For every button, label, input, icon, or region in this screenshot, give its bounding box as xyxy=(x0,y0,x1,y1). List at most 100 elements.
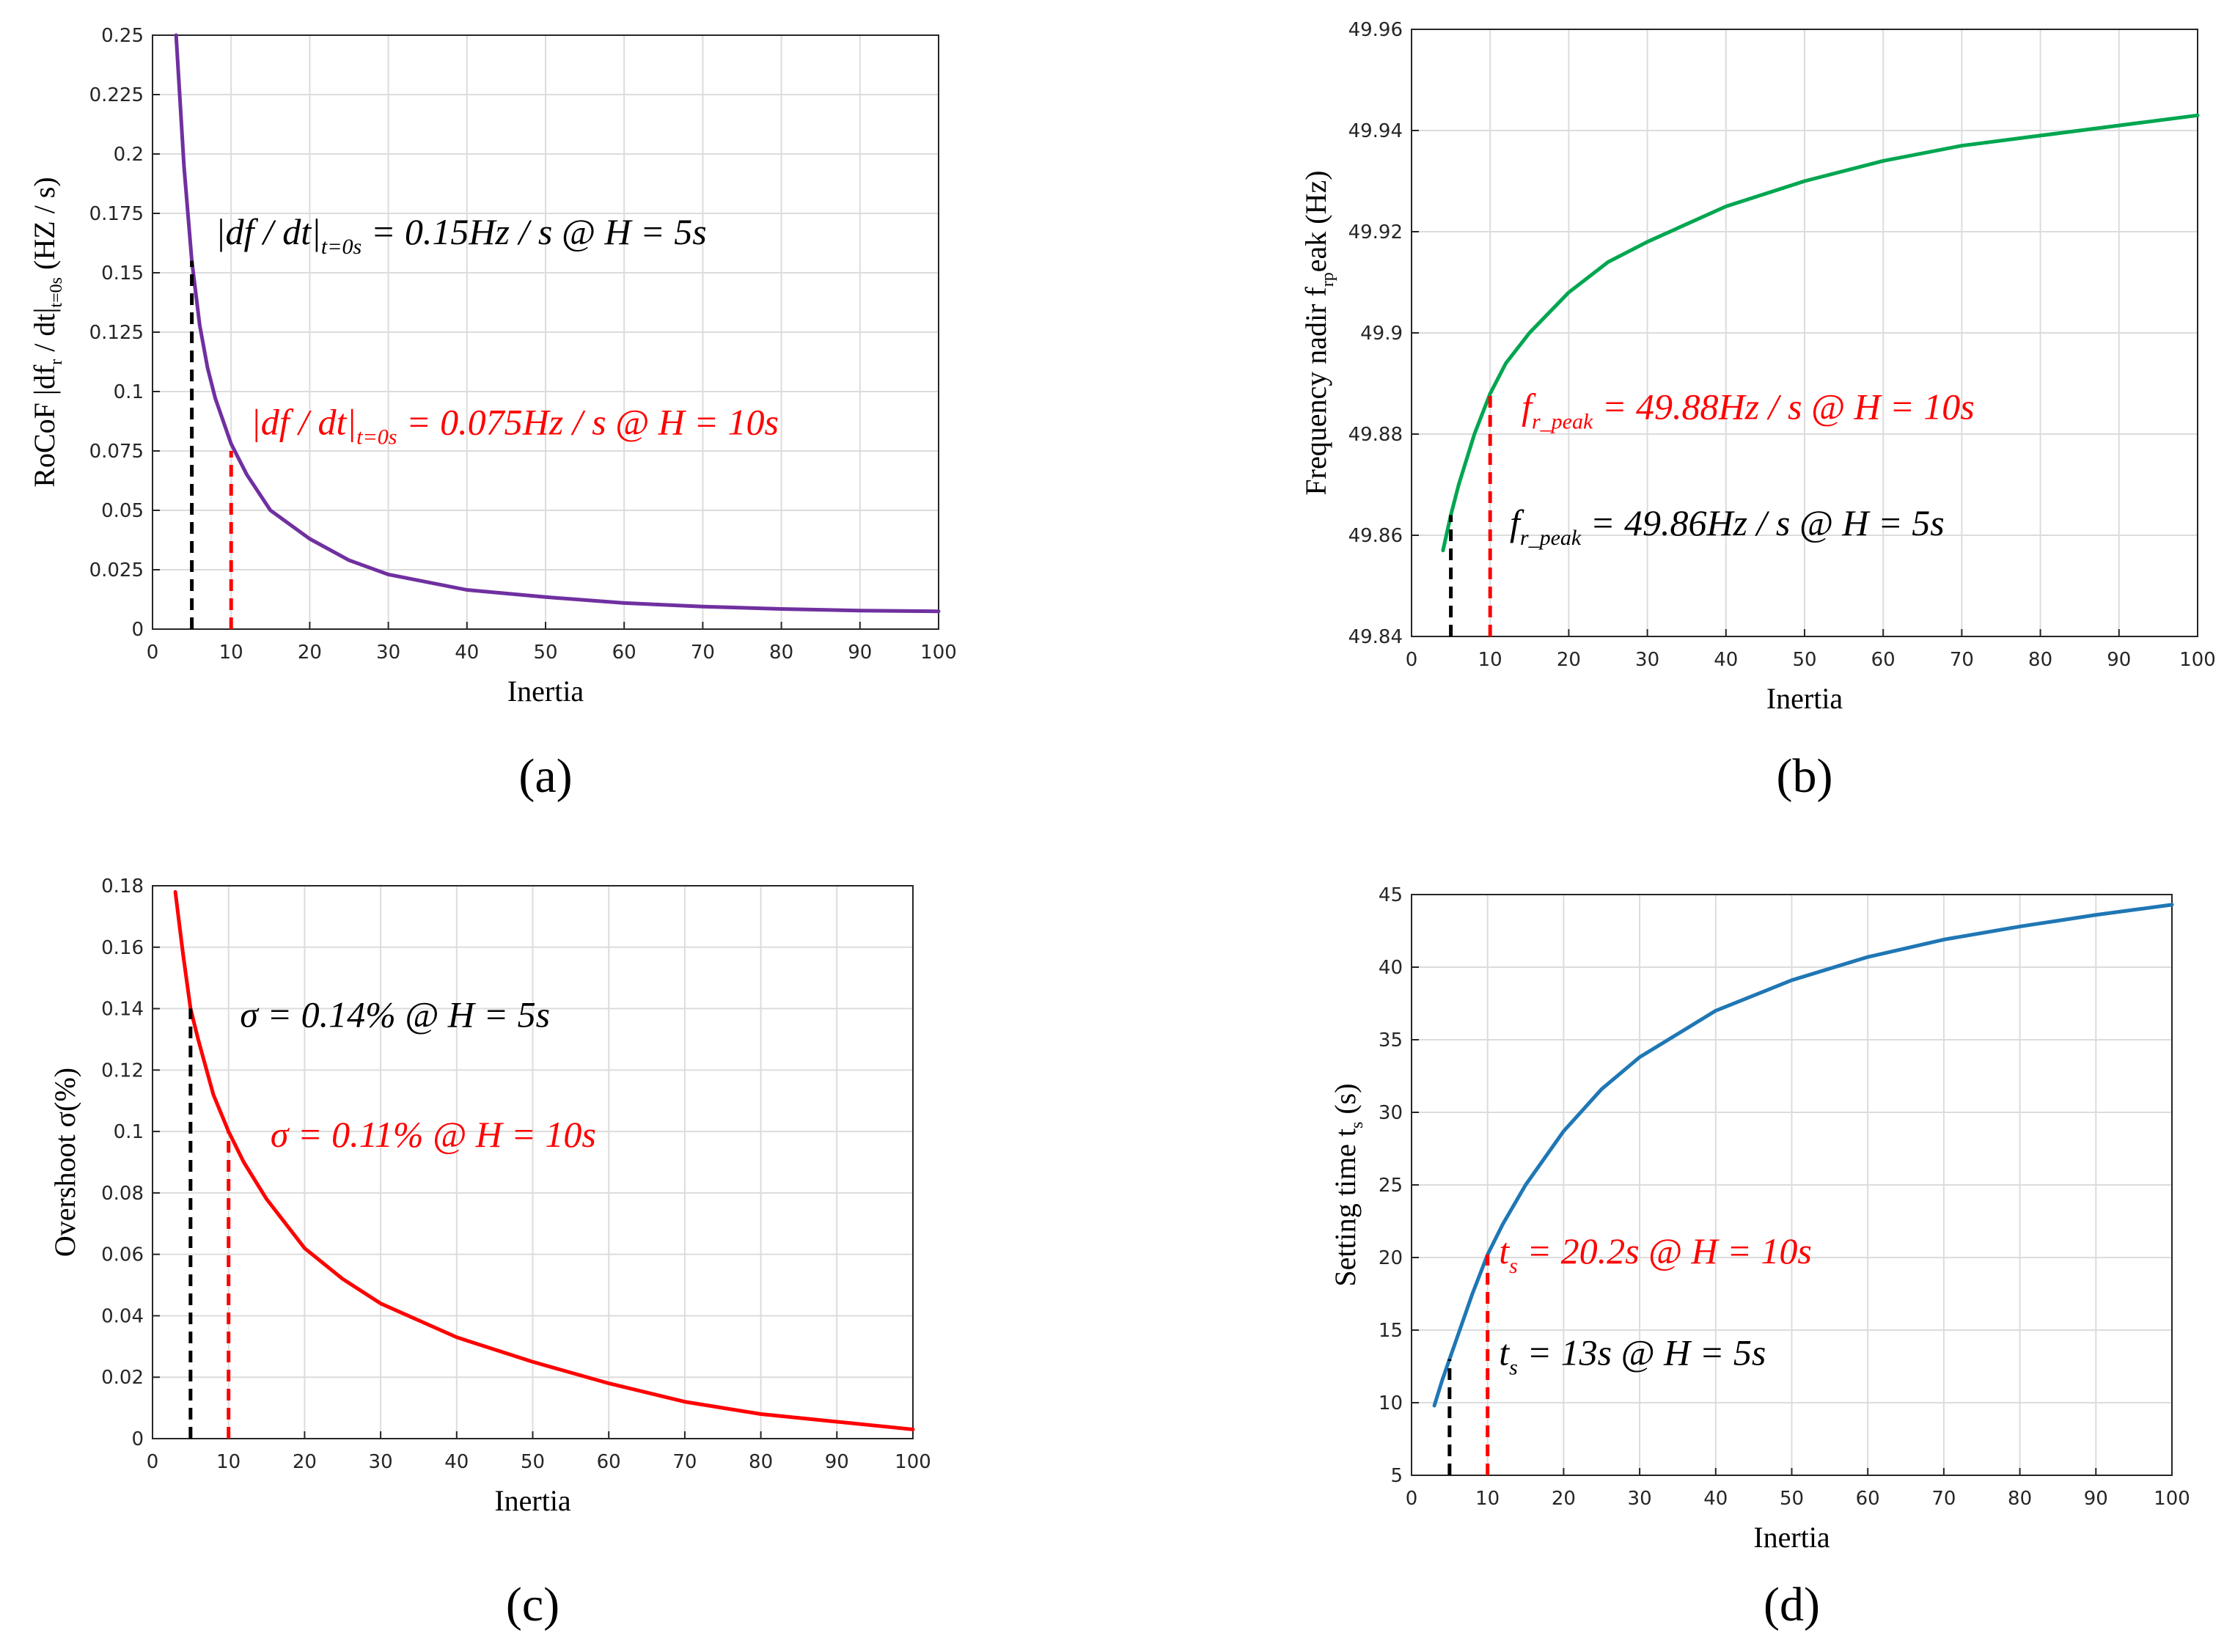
y-tick-label: 0.125 xyxy=(89,322,144,344)
chart-panel-c: 0 10 20 30 40 50 60 70 80 90 100 0 0.02 0.04 0.06 0.08 0… xyxy=(48,875,931,1631)
x-tick-label: 30 xyxy=(1635,649,1659,671)
x-tick-label: 40 xyxy=(1714,649,1738,671)
x-tick-label: 50 xyxy=(1780,1488,1804,1510)
x-tick-label: 0 xyxy=(147,642,159,664)
x-tick-label: 20 xyxy=(293,1451,317,1473)
x-tick-label: 90 xyxy=(848,642,872,664)
y-tick-label: 49.9 xyxy=(1360,323,1403,345)
panel-label-c: (c) xyxy=(506,1578,559,1631)
x-tick-label: 10 xyxy=(219,642,243,664)
x-tick-label: 10 xyxy=(216,1451,241,1473)
x-tick-label: 60 xyxy=(612,642,636,664)
y-tick-label: 10 xyxy=(1379,1392,1403,1414)
y-tick-label: 49.92 xyxy=(1348,221,1403,243)
x-tick-label: 0 xyxy=(1406,649,1418,671)
y-axis-label: Overshoot σ(%) xyxy=(48,1068,81,1257)
x-tick-label: 80 xyxy=(749,1451,773,1473)
y-tick-label: 0.02 xyxy=(101,1367,144,1389)
x-tick-label: 10 xyxy=(1475,1488,1500,1510)
plot-border xyxy=(152,34,939,630)
x-tick-label: 40 xyxy=(1703,1488,1728,1510)
x-tick-label: 100 xyxy=(895,1451,931,1473)
x-tick-label: 80 xyxy=(769,642,793,664)
y-tick-label: 0.15 xyxy=(101,263,144,284)
y-tick-label: 0.075 xyxy=(89,441,144,463)
series-line-b-0 xyxy=(1441,113,2200,553)
x-axis-label: Inertia xyxy=(1766,682,1843,715)
y-tick-label: 0.05 xyxy=(101,500,144,522)
y-tick-label: 0.06 xyxy=(101,1244,144,1266)
y-tick-label: 0.225 xyxy=(89,84,144,106)
x-tick-label: 70 xyxy=(1931,1488,1956,1510)
x-tick-label: 60 xyxy=(1871,649,1895,671)
y-tick-label: 35 xyxy=(1379,1029,1403,1051)
annotation-c-1: σ = 0.11% @ H = 10s xyxy=(271,1114,596,1155)
x-tick-label: 20 xyxy=(1552,1488,1576,1510)
y-tick-label: 49.96 xyxy=(1348,19,1403,41)
series-line-a-0 xyxy=(174,33,941,614)
annotation-b-1: fr_peak​ = 49.86Hz / s @ H = 5s xyxy=(1510,502,1945,550)
x-axis-label: Inertia xyxy=(507,675,584,708)
y-axis-label: Setting time ts​ (s) xyxy=(1329,1083,1367,1286)
x-tick-label: 30 xyxy=(376,642,400,664)
y-tick-label: 49.86 xyxy=(1348,525,1403,547)
x-tick-label: 40 xyxy=(455,642,479,664)
x-tick-label: 50 xyxy=(521,1451,545,1473)
y-tick-label: 0 xyxy=(131,619,144,641)
annotation-d-0: ts​ = 20.2s @ H = 10s xyxy=(1499,1230,1812,1278)
annotation-b-0: fr_peak​ = 49.88Hz / s @ H = 10s xyxy=(1522,386,1975,433)
annotation-c-0: σ = 0.14% @ H = 5s xyxy=(240,994,550,1035)
x-axis-label: Inertia xyxy=(494,1484,571,1517)
plot-border xyxy=(152,885,914,1439)
x-tick-label: 50 xyxy=(533,642,557,664)
y-tick-label: 5 xyxy=(1390,1465,1403,1487)
x-tick-label: 80 xyxy=(2008,1488,2032,1510)
x-tick-label: 50 xyxy=(1792,649,1816,671)
y-tick-label: 0.08 xyxy=(101,1183,144,1205)
y-tick-label: 49.94 xyxy=(1348,120,1403,142)
x-tick-label: 70 xyxy=(1950,649,1974,671)
x-tick-label: 20 xyxy=(1557,649,1581,671)
x-tick-label: 90 xyxy=(2084,1488,2108,1510)
chart-panel-b: 0 10 20 30 40 50 60 70 80 90 100 49.84 49.86 49.88 49.… xyxy=(1299,19,2216,803)
x-tick-label: 100 xyxy=(2179,649,2216,671)
y-tick-label: 15 xyxy=(1379,1320,1403,1342)
x-tick-label: 0 xyxy=(147,1451,159,1473)
annotation-a-0: |df / dt|t=0s​ = 0.15Hz / s @ H = 5s xyxy=(216,211,707,259)
x-tick-label: 60 xyxy=(597,1451,621,1473)
chart-panel-d: 0 10 20 30 40 50 60 70 80 90 100 5 10 15 20 25 30 35 40 45 t… xyxy=(1329,884,2190,1631)
series-line-c-0 xyxy=(173,889,915,1431)
y-tick-label: 0.18 xyxy=(101,875,144,897)
y-tick-label: 0.16 xyxy=(101,937,144,959)
annotation-d-1: ts​ = 13s @ H = 5s xyxy=(1499,1332,1766,1380)
annotation-a-1: |df / dt|t=0s​ = 0.075Hz / s @ H = 10s xyxy=(251,401,779,449)
y-tick-label: 0.175 xyxy=(89,203,144,225)
panel-label-b: (b) xyxy=(1777,749,1833,803)
x-tick-label: 100 xyxy=(920,642,957,664)
y-axis-label: RoCoF |dfr​ / dt|t=0s​ (HZ / s) xyxy=(28,177,66,487)
y-tick-label: 0.04 xyxy=(101,1305,144,1327)
x-tick-label: 30 xyxy=(369,1451,393,1473)
y-tick-label: 0 xyxy=(131,1428,144,1450)
x-tick-label: 80 xyxy=(2028,649,2052,671)
x-tick-label: 40 xyxy=(444,1451,469,1473)
x-tick-label: 90 xyxy=(825,1451,849,1473)
x-tick-label: 90 xyxy=(2107,649,2131,671)
x-tick-label: 60 xyxy=(1856,1488,1880,1510)
x-tick-label: 70 xyxy=(672,1451,697,1473)
x-tick-label: 20 xyxy=(298,642,322,664)
y-tick-label: 49.88 xyxy=(1348,424,1403,446)
plot-border xyxy=(1411,894,2173,1476)
x-tick-label: 0 xyxy=(1406,1488,1418,1510)
y-tick-label: 45 xyxy=(1379,884,1403,906)
y-tick-label: 0.14 xyxy=(101,999,144,1021)
y-tick-label: 0.12 xyxy=(101,1060,144,1082)
panel-label-a: (a) xyxy=(518,749,572,803)
y-tick-label: 0.25 xyxy=(101,25,144,47)
y-tick-label: 40 xyxy=(1379,957,1403,979)
y-tick-label: 49.84 xyxy=(1348,626,1403,648)
x-axis-label: Inertia xyxy=(1753,1521,1830,1554)
y-tick-label: 0.1 xyxy=(114,381,144,403)
plot-border xyxy=(1411,29,2198,637)
